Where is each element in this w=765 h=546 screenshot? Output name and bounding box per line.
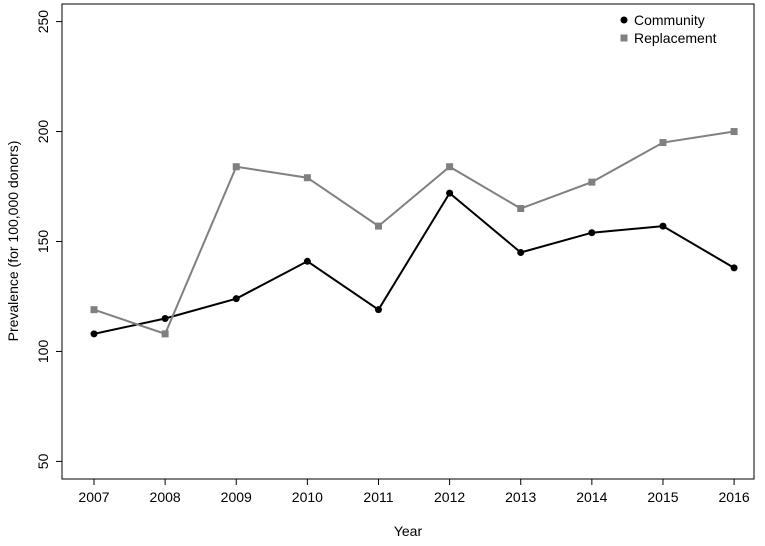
data-point <box>232 163 240 171</box>
x-tick-label: 2010 <box>292 489 323 505</box>
data-point <box>161 314 169 322</box>
y-tick-label: 100 <box>35 340 51 364</box>
data-point <box>303 174 311 182</box>
y-axis-label: Prevalence (for 100,000 donors) <box>5 141 21 342</box>
data-point <box>659 222 667 230</box>
data-point <box>517 205 525 213</box>
x-tick-label: 2013 <box>505 489 536 505</box>
y-tick-label: 200 <box>35 120 51 144</box>
data-point <box>659 139 667 147</box>
data-point <box>303 257 311 265</box>
data-point <box>517 248 525 256</box>
data-point <box>588 229 596 237</box>
data-point <box>90 306 98 314</box>
data-point <box>232 295 240 303</box>
legend-marker <box>620 16 628 24</box>
series-line <box>93 191 735 335</box>
data-point <box>90 330 98 338</box>
series-line <box>93 130 735 336</box>
x-tick-label: 2016 <box>719 489 750 505</box>
data-point <box>446 163 454 171</box>
data-point <box>730 128 738 136</box>
legend-label: Community <box>634 12 705 28</box>
data-point <box>446 189 454 197</box>
x-tick-label: 2007 <box>78 489 109 505</box>
x-tick-label: 2011 <box>363 489 393 505</box>
plot-frame <box>61 3 755 480</box>
data-point <box>730 264 738 272</box>
legend-label: Replacement <box>634 30 717 46</box>
x-tick-label: 2012 <box>434 489 465 505</box>
data-point <box>161 330 169 338</box>
y-tick-label: 150 <box>35 230 51 254</box>
y-tick-label: 50 <box>35 453 51 469</box>
x-tick-label: 2015 <box>647 489 678 505</box>
x-tick-label: 2008 <box>150 489 181 505</box>
y-tick-label: 250 <box>35 10 51 34</box>
data-point <box>374 222 382 230</box>
x-tick-label: 2014 <box>576 489 607 505</box>
x-tick-label: 2009 <box>221 489 252 505</box>
data-point <box>588 178 596 186</box>
legend-marker <box>620 34 628 42</box>
data-point <box>374 306 382 314</box>
x-axis-label: Year <box>394 523 423 539</box>
